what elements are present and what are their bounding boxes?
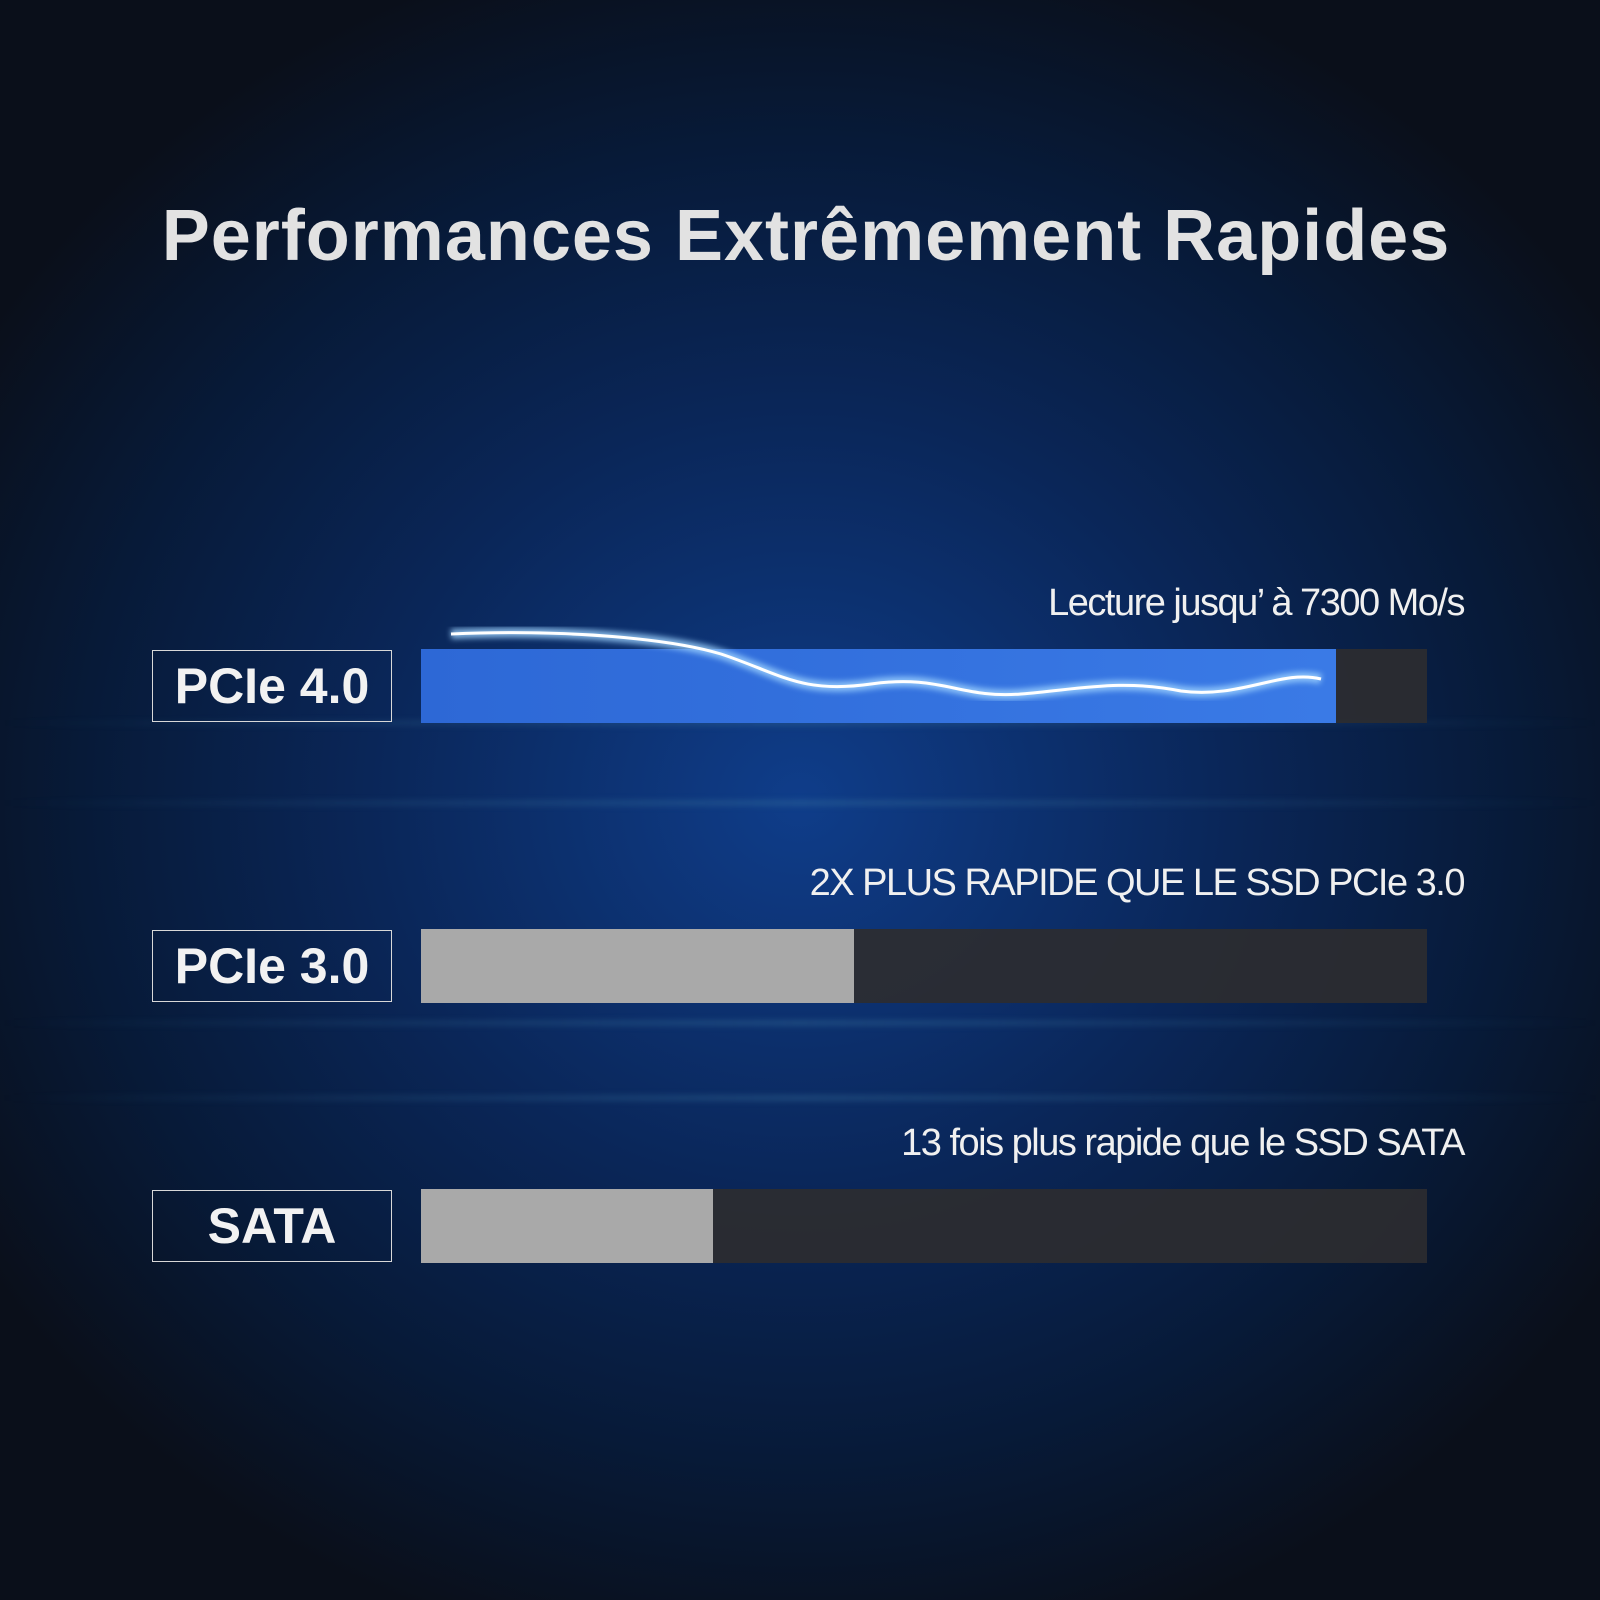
title: Performances Extrêmement Rapides bbox=[161, 196, 1451, 276]
light-streak bbox=[0, 1020, 1600, 1026]
bar-row: Lecture jusqu’ à 7300 Mo/s PCIe 4.0 bbox=[0, 560, 1600, 760]
bar-caption: 13 fois plus rapide que le SSD SATA bbox=[901, 1122, 1465, 1164]
bar-track bbox=[421, 1189, 1427, 1263]
bar-caption: 2X PLUS RAPIDE QUE LE SSD PCIe 3.0 bbox=[809, 862, 1466, 904]
lightning bbox=[450, 627, 1338, 759]
light-streak bbox=[0, 1095, 1600, 1101]
bar-fill bbox=[421, 1189, 713, 1263]
bar-caption: Lecture jusqu’ à 7300 Mo/s bbox=[1048, 582, 1465, 624]
light-streak bbox=[0, 800, 1600, 806]
bar-fill bbox=[421, 929, 854, 1003]
bar-label: PCIe 3.0 bbox=[152, 930, 392, 1002]
light-streak bbox=[0, 720, 1600, 726]
bar-row: 13 fois plus rapide que le SSD SATA SATA bbox=[0, 1100, 1600, 1300]
bar-label: PCIe 4.0 bbox=[152, 650, 392, 722]
bar-row: 2X PLUS RAPIDE QUE LE SSD PCIe 3.0 PCIe 3… bbox=[0, 840, 1600, 1040]
bar-track bbox=[421, 929, 1427, 1003]
bar-label: SATA bbox=[152, 1190, 392, 1262]
bar-track bbox=[421, 627, 1427, 759]
